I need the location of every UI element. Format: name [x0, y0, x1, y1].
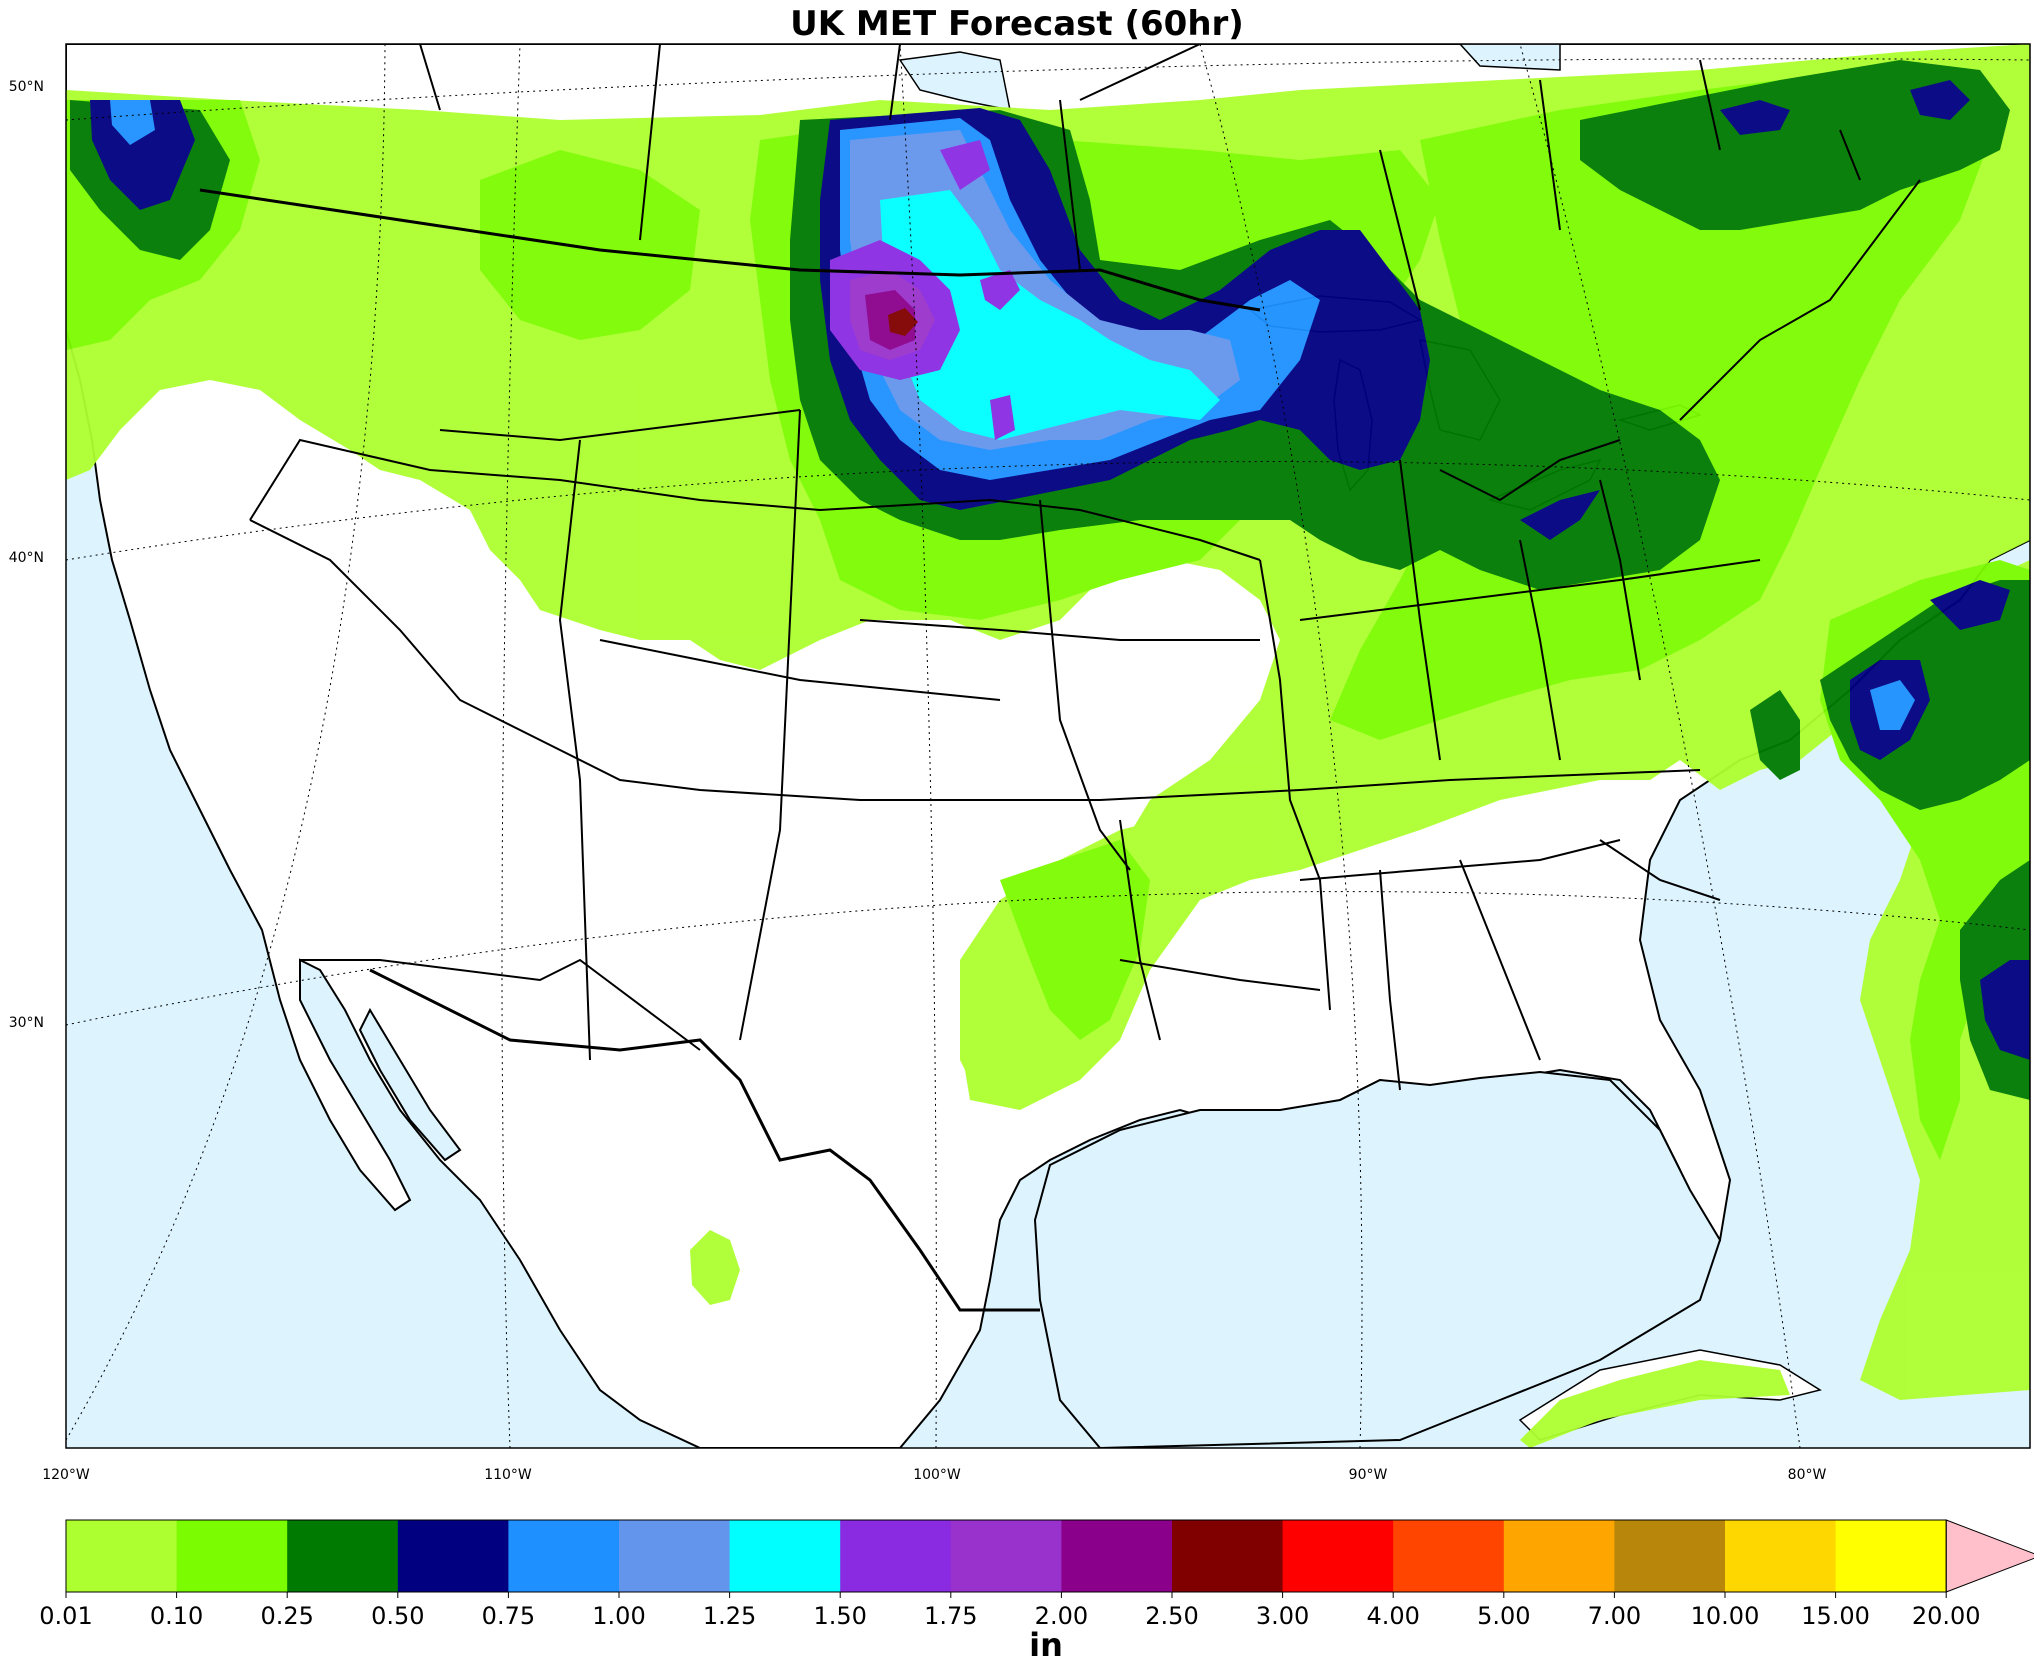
lon-label-100: 100°W [913, 1467, 961, 1483]
lon-label-80: 80°W [1788, 1467, 1827, 1483]
colorbar-tick-label: 0.50 [371, 1602, 424, 1630]
lat-labels: 50°N 40°N 30°N [9, 79, 44, 1031]
hudson-bay [1458, 44, 1561, 71]
colorbar-tick-label: 0.10 [150, 1602, 203, 1630]
colorbar-tick-label: 0.25 [260, 1602, 313, 1630]
precip-0.50-se [1980, 960, 2030, 1060]
precip-0.75-atl [1870, 680, 1915, 730]
lon-label-90: 90°W [1349, 1467, 1388, 1483]
precip-1.25-central [880, 190, 1220, 440]
gulf-of-california [358, 1007, 462, 1162]
boundaries [199, 44, 1921, 1312]
colorbar-swatch [840, 1520, 952, 1592]
colorbar-tick-label: 3.00 [1256, 1602, 1309, 1630]
colorbar-swatch [1614, 1520, 1726, 1592]
colorbar-swatch [1725, 1520, 1837, 1592]
colorbar-tick-label: 2.50 [1145, 1602, 1198, 1630]
precip-0.25-va [1750, 690, 1800, 780]
colorbar-tick-label: 10.00 [1691, 1602, 1760, 1630]
colorbar-tick-label: 1.50 [813, 1602, 866, 1630]
colorbar-tick-label: 0.01 [39, 1602, 92, 1630]
colorbar-tick-label: 4.00 [1366, 1602, 1419, 1630]
colorbar-swatch [619, 1520, 731, 1592]
precip-0.50-ne [1720, 80, 1970, 135]
map-title: UK MET Forecast (60hr) [790, 4, 1244, 44]
lat-label-50: 50°N [9, 79, 44, 95]
colorbar-tick-label: 7.00 [1588, 1602, 1641, 1630]
colorbar-tick-label: 1.25 [703, 1602, 756, 1630]
colorbar-tick-label: 5.00 [1477, 1602, 1530, 1630]
gulf-of-mexico [1033, 1070, 1722, 1448]
us-mexico-border [369, 968, 1040, 1312]
colorbar-swatch [1503, 1520, 1615, 1592]
colorbar-swatch [1393, 1520, 1505, 1592]
colorbar-tick-label: 15.00 [1801, 1602, 1870, 1630]
precip-0.25-ne [1580, 60, 2010, 230]
colorbar-swatch [1282, 1520, 1394, 1592]
colorbar-tick-label: 0.75 [482, 1602, 535, 1630]
colorbar-frame [65, 1519, 1947, 1593]
colorbar-swatch [397, 1520, 509, 1592]
lat-label-40: 40°N [9, 550, 44, 566]
colorbar-tick-label: 1.00 [592, 1602, 645, 1630]
colorbar-swatch [950, 1520, 1062, 1592]
great-lakes-outline [1439, 439, 1621, 502]
colorbar-swatch [1061, 1520, 1173, 1592]
colorbar-swatch [1172, 1520, 1284, 1592]
lon-label-110: 110°W [484, 1467, 532, 1483]
map-frame [65, 43, 2031, 1449]
lat-label-30: 30°N [9, 1015, 44, 1031]
precip-2.50-central [888, 308, 918, 336]
lon-labels: 120°W 110°W 100°W 90°W 80°W [42, 1467, 1826, 1483]
precip-0.50-erie [1520, 490, 1600, 540]
graticule [66, 44, 2030, 1448]
colorbar-swatch [176, 1520, 288, 1592]
colorbar-swatch [508, 1520, 620, 1592]
lon-label-120: 120°W [42, 1467, 90, 1483]
colorbar-swatch [287, 1520, 399, 1592]
colorbar-unit: in [1029, 1626, 1063, 1664]
colorbar: 0.01 0.10 0.25 0.50 0.75 1.00 1.25 1.50 1.75 2.00… [39, 1519, 2034, 1630]
us-canada-border [199, 188, 1261, 312]
colorbar-swatch [1835, 1520, 1947, 1592]
precip-1.50-central [830, 140, 1020, 440]
precip-0.01-cuba [1520, 1360, 1790, 1448]
colorbar-swatch [66, 1520, 178, 1592]
colorbar-swatch [729, 1520, 841, 1592]
colorbar-tick-label: 1.75 [924, 1602, 977, 1630]
precip-0.75-nw [110, 100, 155, 145]
precip-0.01-mexico [690, 1230, 740, 1305]
colorbar-tick-label: 2.00 [1035, 1602, 1088, 1630]
precip-0.10-south [1000, 840, 1150, 1040]
colorbar-tick-label: 20.00 [1912, 1602, 1981, 1630]
colorbar-extend-arrow [1945, 1519, 2034, 1593]
